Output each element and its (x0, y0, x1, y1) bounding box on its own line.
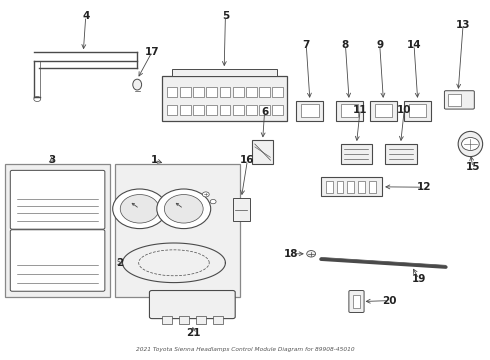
Bar (115, 164, 240, 297)
Text: 3: 3 (48, 155, 55, 165)
Bar (220, 105, 230, 115)
Text: 17: 17 (145, 47, 159, 57)
Bar (167, 105, 177, 115)
Bar (162, 76, 287, 121)
FancyBboxPatch shape (444, 91, 474, 109)
Bar (296, 101, 323, 121)
Bar (301, 104, 319, 117)
Ellipse shape (458, 131, 483, 157)
Text: 6: 6 (261, 107, 268, 117)
Text: 10: 10 (397, 105, 412, 115)
Text: 16: 16 (240, 155, 255, 165)
Text: 5: 5 (222, 11, 229, 21)
Text: 21: 21 (186, 328, 201, 338)
Bar (193, 105, 204, 115)
Bar (347, 181, 354, 193)
Bar (369, 181, 376, 193)
Bar (233, 87, 244, 97)
Bar (233, 198, 250, 221)
Bar (180, 105, 191, 115)
Circle shape (34, 96, 41, 102)
Bar (5, 164, 110, 297)
Bar (336, 101, 363, 121)
Text: 20: 20 (382, 296, 397, 306)
Bar (341, 144, 372, 164)
FancyBboxPatch shape (10, 170, 105, 229)
Bar (259, 105, 270, 115)
Bar (326, 181, 333, 193)
Text: 9: 9 (376, 40, 383, 50)
Bar (341, 104, 358, 117)
Bar (180, 87, 191, 97)
Bar (246, 105, 257, 115)
Bar (370, 101, 397, 121)
FancyBboxPatch shape (149, 291, 235, 319)
Bar (213, 316, 223, 324)
Bar (206, 87, 217, 97)
Text: 15: 15 (466, 162, 480, 172)
Circle shape (307, 251, 316, 257)
Text: 2021 Toyota Sienna Headlamps Control Module Diagram for 89908-45010: 2021 Toyota Sienna Headlamps Control Mod… (136, 347, 354, 352)
Text: 8: 8 (342, 40, 349, 50)
Text: 12: 12 (416, 182, 431, 192)
Text: 4: 4 (82, 11, 90, 21)
Bar (162, 316, 172, 324)
Bar (233, 105, 244, 115)
Circle shape (157, 189, 211, 229)
Text: 11: 11 (353, 105, 368, 115)
Bar (337, 181, 343, 193)
Bar (353, 295, 360, 308)
Bar (272, 105, 283, 115)
Bar (172, 69, 277, 76)
Bar (409, 104, 426, 117)
Text: 2: 2 (117, 258, 123, 268)
Bar (385, 144, 416, 164)
Circle shape (202, 192, 209, 197)
Circle shape (120, 194, 159, 223)
Bar (321, 177, 382, 196)
Bar (167, 87, 177, 97)
Circle shape (164, 194, 203, 223)
FancyBboxPatch shape (349, 291, 364, 312)
Text: 14: 14 (407, 40, 421, 50)
Bar (246, 87, 257, 97)
Bar (448, 94, 461, 106)
Bar (259, 87, 270, 97)
Circle shape (113, 189, 167, 229)
Bar (358, 181, 365, 193)
Bar (193, 87, 204, 97)
Ellipse shape (133, 79, 142, 90)
Circle shape (462, 138, 479, 150)
Text: 18: 18 (284, 249, 299, 259)
Bar (196, 316, 206, 324)
Circle shape (210, 199, 216, 204)
Bar (220, 87, 230, 97)
Text: 1: 1 (151, 155, 158, 165)
Text: 7: 7 (302, 40, 310, 50)
Bar (375, 104, 392, 117)
Bar (179, 316, 189, 324)
Bar (272, 87, 283, 97)
Text: 19: 19 (412, 274, 426, 284)
Text: 13: 13 (456, 20, 470, 30)
Bar (404, 101, 431, 121)
FancyBboxPatch shape (10, 230, 105, 291)
Bar (206, 105, 217, 115)
Bar (252, 140, 273, 164)
